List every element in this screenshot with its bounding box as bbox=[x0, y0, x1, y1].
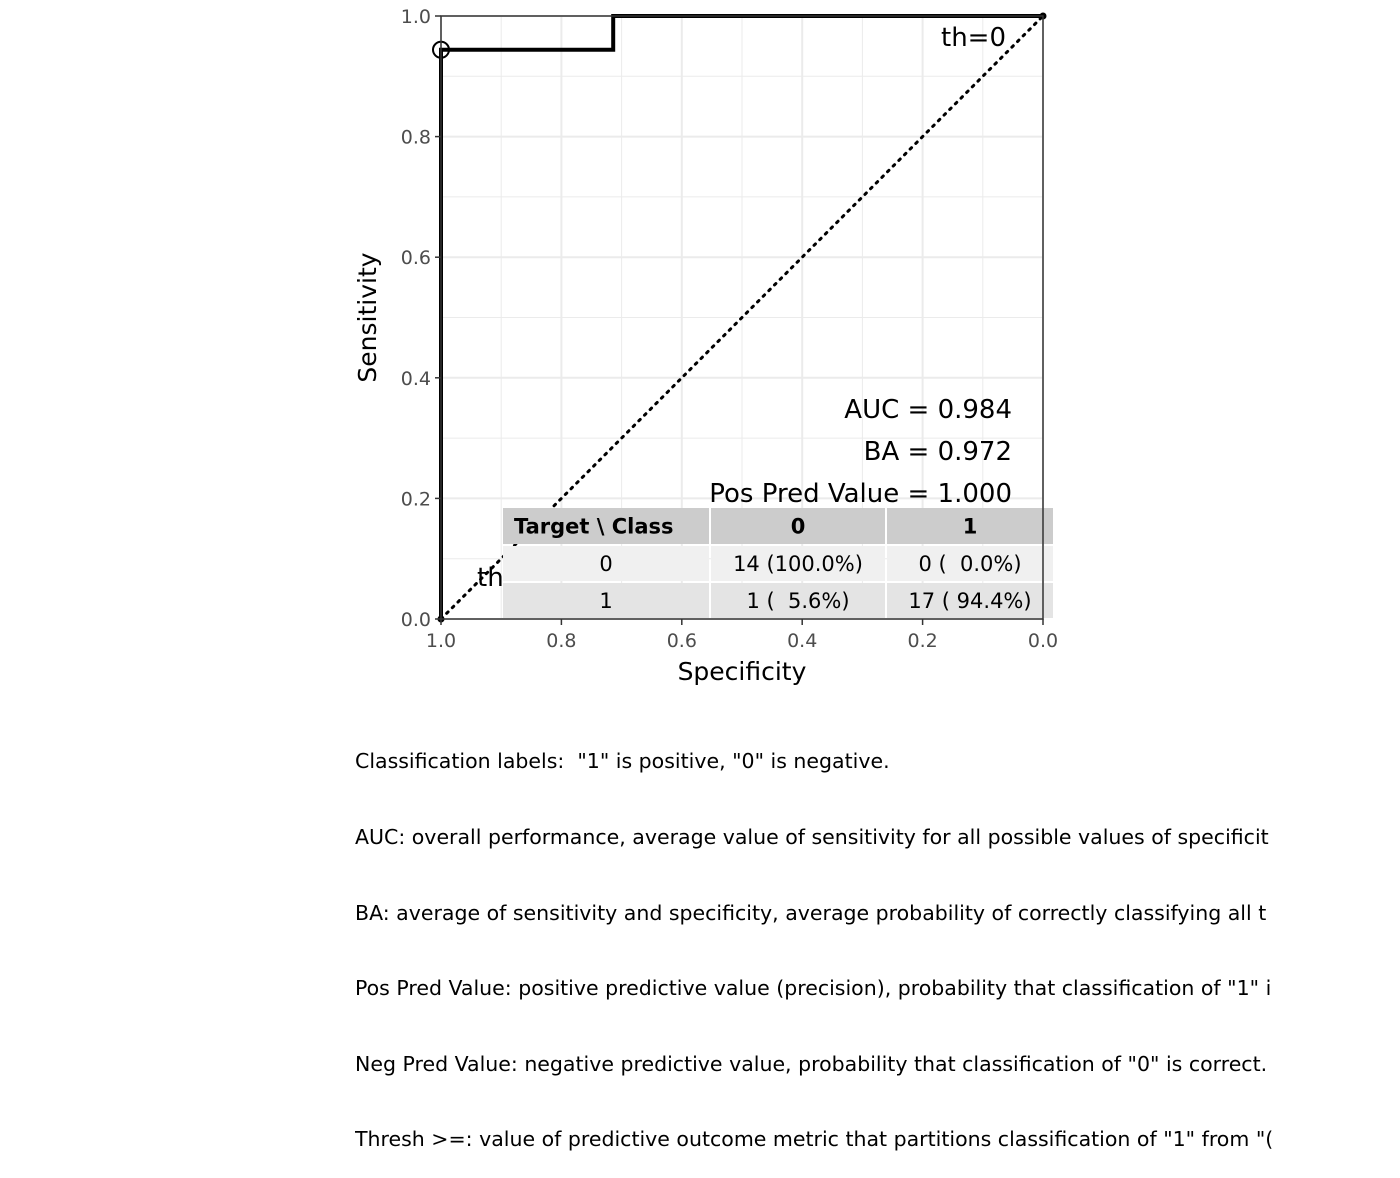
y-tick-label: 0.4 bbox=[401, 368, 431, 390]
table-cell-text: 14 (100.0%) bbox=[733, 552, 863, 576]
table-cell bbox=[711, 583, 885, 618]
reference-line bbox=[439, 14, 1045, 621]
stats-block: AUC = 0.984 BA = 0.972 Pos Pred Value = 1.… bbox=[709, 395, 1012, 509]
y-tick-label: 0.0 bbox=[401, 609, 431, 631]
caption-line: Classification labels: "1" is positive, … bbox=[355, 749, 890, 774]
stat-label: Pos Pred Value = 1.000 bbox=[709, 479, 1012, 509]
table-header-text: 0 bbox=[791, 515, 806, 539]
caption-line: BA: average of sensitivity and specifici… bbox=[355, 900, 1267, 925]
table-cell bbox=[887, 546, 1053, 581]
caption-line: Neg Pred Value: negative predictive valu… bbox=[355, 1051, 1268, 1076]
table-header-cell bbox=[887, 508, 1053, 544]
table-header-text: Target \ Class bbox=[514, 515, 674, 539]
y-tick-label: 0.6 bbox=[401, 247, 431, 269]
x-tick-label: 0.2 bbox=[907, 630, 937, 652]
confusion-table: Target \ Class 0 1 0 14 (100.0%) 0 ( 0.0%) 1 1 … bbox=[503, 508, 1053, 618]
x-axis-ticks: 1.0 0.8 0.6 0.4 0.2 0.0 bbox=[426, 619, 1058, 652]
table-cell bbox=[711, 546, 885, 581]
y-tick-label: 0.8 bbox=[401, 127, 431, 149]
table-header-cell bbox=[711, 508, 885, 544]
table-cell-text: 1 bbox=[599, 589, 612, 613]
caption-line: Thresh >=: value of predictive outcome m… bbox=[355, 1127, 1274, 1152]
threshold-annotations: th=0 th bbox=[477, 23, 1006, 593]
x-tick-label: 0.4 bbox=[787, 630, 817, 652]
roc-chart: th=0 th AUC = 0.984 BA = 0.972 Pos Pred Val… bbox=[353, 6, 1058, 686]
table-cell-text: 1 ( 5.6%) bbox=[746, 589, 849, 613]
caption-line: Pos Pred Value: positive predictive valu… bbox=[355, 976, 1272, 1001]
threshold-label-bottom: th bbox=[477, 563, 504, 593]
table-cell bbox=[503, 583, 709, 618]
x-tick-label: 0.0 bbox=[1028, 630, 1058, 652]
caption-notes: Classification labels: "1" is positive, … bbox=[355, 699, 1400, 1178]
table-cell bbox=[503, 546, 709, 581]
table-header-cell bbox=[503, 508, 709, 544]
table-cell-text: 0 ( 0.0%) bbox=[918, 552, 1021, 576]
panel-border bbox=[440, 15, 1044, 620]
x-tick-label: 1.0 bbox=[426, 630, 456, 652]
x-axis-title: Specificity bbox=[678, 657, 807, 686]
table-cell bbox=[887, 583, 1053, 618]
table-cell-text: 0 bbox=[599, 552, 612, 576]
reference-diagonal bbox=[439, 14, 1045, 621]
y-tick-label: 1.0 bbox=[401, 6, 431, 28]
x-tick-label: 0.8 bbox=[546, 630, 576, 652]
caption-line: AUC: overall performance, average value … bbox=[355, 825, 1269, 849]
table-header-text: 1 bbox=[963, 515, 978, 539]
threshold-label-top: th=0 bbox=[941, 23, 1006, 53]
stat-label: BA = 0.972 bbox=[864, 437, 1012, 467]
y-tick-label: 0.2 bbox=[401, 488, 431, 510]
y-axis-ticks: 0.0 0.2 0.4 0.6 0.8 1.0 bbox=[401, 6, 441, 631]
x-tick-label: 0.6 bbox=[667, 630, 697, 652]
stat-label: AUC = 0.984 bbox=[844, 395, 1012, 425]
table-cell-text: 17 ( 94.4%) bbox=[908, 589, 1031, 613]
y-axis-title: Sensitivity bbox=[353, 252, 382, 382]
